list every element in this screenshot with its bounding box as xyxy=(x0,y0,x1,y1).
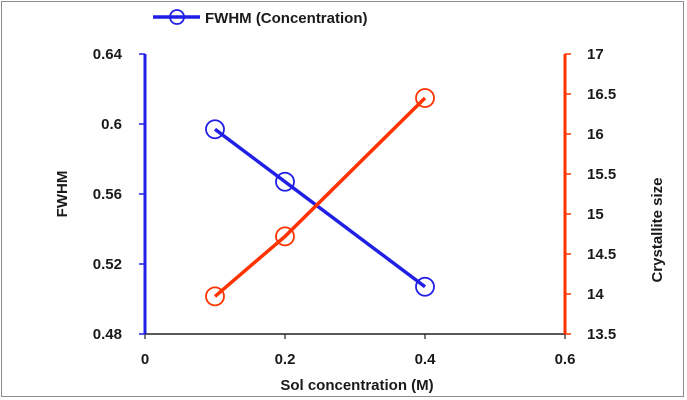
x-tick-label: 0 xyxy=(141,351,149,368)
x-axis-title: Sol concentration (M) xyxy=(280,377,433,394)
data-point-crystallite-size xyxy=(275,226,295,247)
y2-tick-label: 13.5 xyxy=(587,326,616,343)
y2-tick-label: 16.5 xyxy=(587,86,616,103)
x-tick-label: 0.4 xyxy=(415,351,437,368)
data-point-crystallite-size xyxy=(205,286,225,307)
data-point-fwhm xyxy=(205,119,225,140)
x-tick-label: 0.6 xyxy=(555,351,576,368)
y2-axis-title: Crystallite size xyxy=(649,177,666,282)
series-line-crystallite-size xyxy=(213,96,427,298)
legend-marker-fwhm xyxy=(169,9,185,25)
data-point-fwhm xyxy=(415,276,435,297)
y-tick-label: 0.64 xyxy=(93,46,123,63)
plot-area: 0 0.2 0.4 0.6 0.48 0.52 0.56 0.6 0.64 13.5 14 14.5 1… xyxy=(93,46,616,368)
y2-tick-label: 15 xyxy=(587,206,604,223)
legend-label-fwhm: FWHM (Concentration) xyxy=(205,10,367,27)
y2-tick-label: 14 xyxy=(587,286,604,303)
legend: FWHM (Concentration) xyxy=(153,9,367,27)
y2-tick-label: 16 xyxy=(587,126,604,143)
data-point-crystallite-size xyxy=(415,88,435,108)
y-tick-label: 0.52 xyxy=(93,256,122,273)
y-axis-title: FWHM xyxy=(54,171,71,218)
y2-tick-label: 17 xyxy=(587,46,604,63)
y-tick-label: 0.56 xyxy=(93,186,122,203)
data-point-fwhm xyxy=(275,171,295,192)
y-tick-label: 0.48 xyxy=(93,326,122,343)
y2-tick-label: 15.5 xyxy=(587,166,616,183)
y2-tick-label: 14.5 xyxy=(587,246,616,263)
x-tick-label: 0.2 xyxy=(275,351,296,368)
series-line-fwhm xyxy=(213,127,427,289)
y-tick-label: 0.6 xyxy=(101,116,122,133)
